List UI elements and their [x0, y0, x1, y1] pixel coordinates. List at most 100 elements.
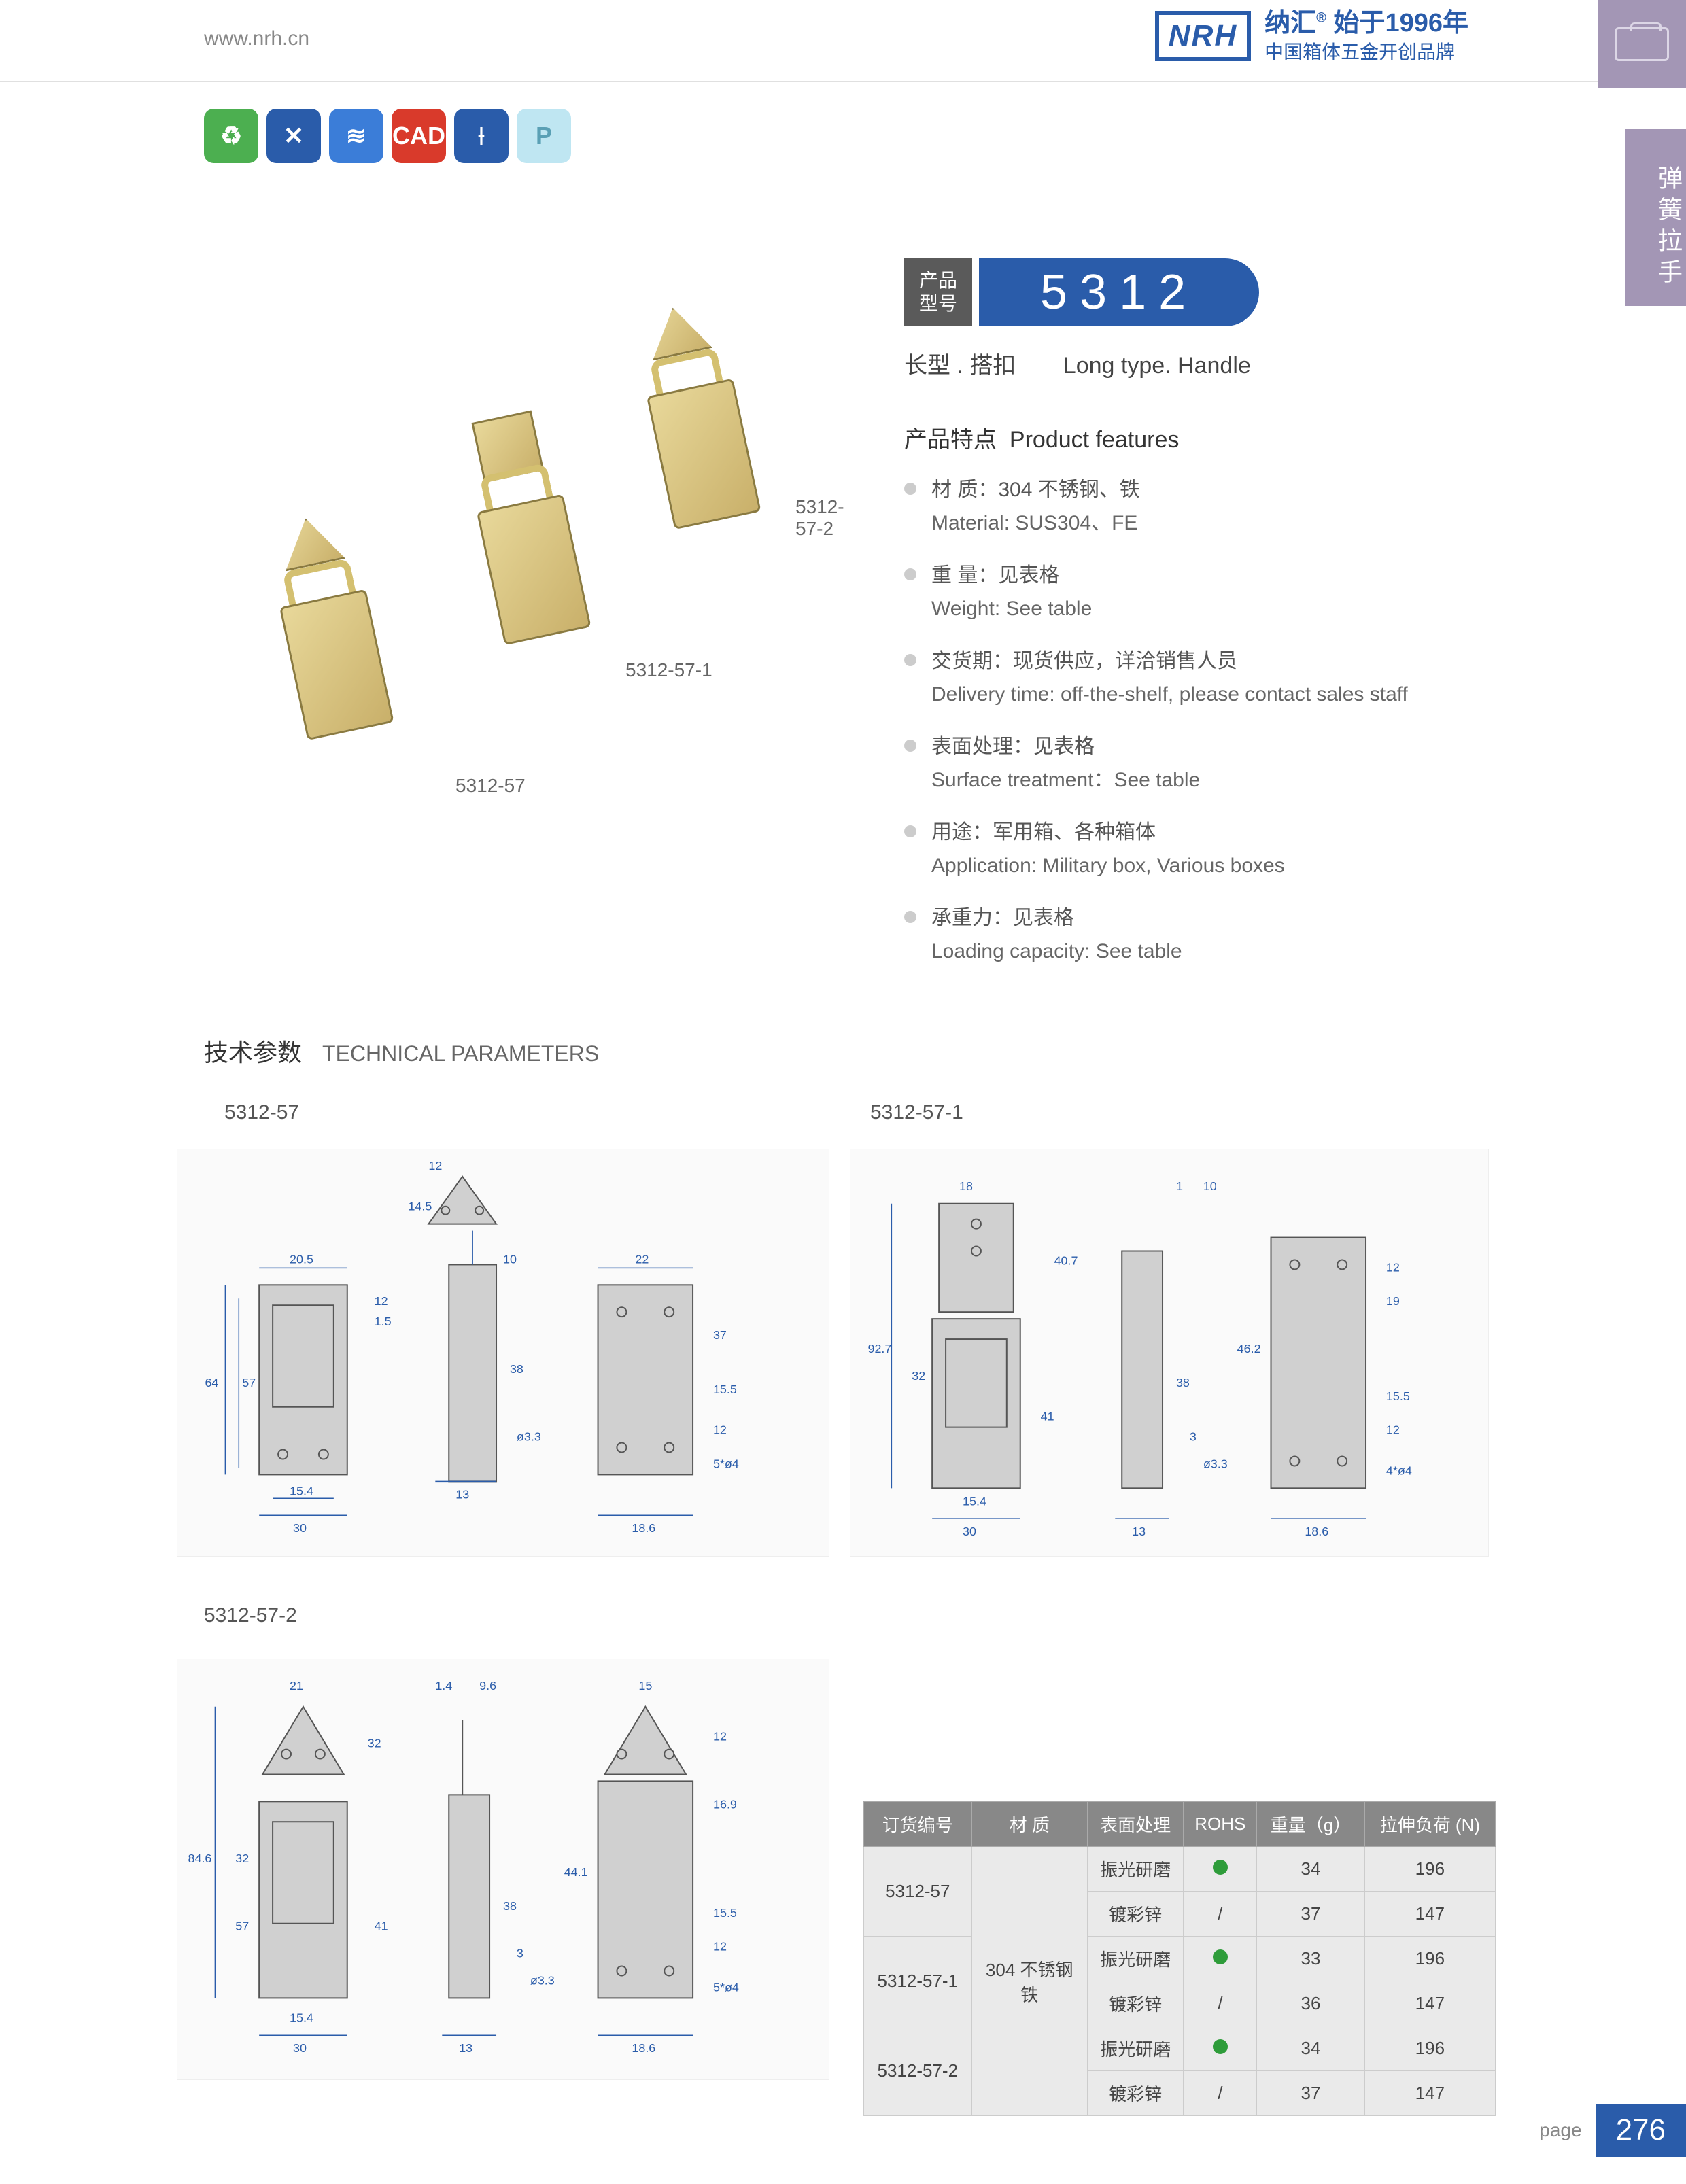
svg-text:38: 38 — [503, 1899, 517, 1913]
svg-text:10: 10 — [1203, 1179, 1217, 1193]
page-footer: page 276 — [1539, 2104, 1686, 2157]
cad-icon: CAD — [392, 109, 446, 163]
cell-weight: 34 — [1257, 1847, 1364, 1892]
svg-text:14.5: 14.5 — [408, 1200, 432, 1213]
svg-text:41: 41 — [375, 1920, 388, 1933]
feature-en: Application: Military box, Various boxes — [931, 850, 1516, 881]
svg-text:30: 30 — [293, 2041, 307, 2055]
svg-text:12: 12 — [1386, 1260, 1400, 1274]
cell-weight: 34 — [1257, 2026, 1364, 2071]
svg-text:19: 19 — [1386, 1294, 1400, 1308]
drawing-1: 64 57 30 15.4 20.5 1214.5 13 38 22 3715.… — [177, 1149, 829, 1557]
svg-text:15.5: 15.5 — [713, 1906, 737, 1920]
product-photo-area: 5312-57-2 5312-57-1 5312-57 — [204, 258, 850, 816]
svg-text:3: 3 — [1190, 1430, 1197, 1444]
leaf-icon: ♻ — [204, 109, 258, 163]
table-header: 订货编号 — [864, 1802, 972, 1847]
cell-rohs: / — [1184, 1892, 1257, 1937]
svg-text:13: 13 — [459, 2041, 472, 2055]
feature-item: 重 量：见表格Weight: See table — [904, 560, 1516, 624]
cell-weight: 37 — [1257, 2071, 1364, 2116]
svg-text:15.4: 15.4 — [963, 1494, 986, 1508]
page-header: www.nrh.cn NRH 纳汇® 始于1996年 中国箱体五金开创品牌 — [0, 0, 1686, 82]
cell-rohs — [1184, 2026, 1257, 2071]
table-header: 表面处理 — [1087, 1802, 1184, 1847]
cell-surface: 振光研磨 — [1087, 1937, 1184, 1981]
features-heading-cn: 产品特点 — [904, 427, 997, 453]
svg-text:ø3.3: ø3.3 — [1203, 1457, 1228, 1470]
cell-load: 196 — [1364, 2026, 1495, 2071]
drawing-label-1: 5312-57 — [224, 1101, 299, 1124]
svg-text:46.2: 46.2 — [1237, 1342, 1261, 1355]
tools-icon: ✕ — [266, 109, 321, 163]
svg-text:57: 57 — [235, 1920, 249, 1933]
svg-text:57: 57 — [242, 1376, 256, 1389]
feature-item: 承重力：见表格Loading capacity: See table — [904, 903, 1516, 967]
feature-en: Delivery time: off-the-shelf, please con… — [931, 679, 1516, 710]
model-label-1: 产品 — [919, 269, 957, 292]
cell-code: 5312-57 — [864, 1847, 972, 1937]
cell-weight: 36 — [1257, 1981, 1364, 2026]
table-header: 重量（g） — [1257, 1802, 1364, 1847]
cell-surface: 镀彩锌 — [1087, 1981, 1184, 2026]
svg-text:15.4: 15.4 — [290, 2011, 313, 2024]
cell-code: 5312-57-2 — [864, 2026, 972, 2116]
svg-text:5*ø4: 5*ø4 — [713, 1457, 739, 1470]
features-heading: 产品特点 Product features — [904, 421, 1516, 454]
model-label-2: 型号 — [919, 292, 957, 315]
svg-text:1.5: 1.5 — [375, 1315, 392, 1328]
cell-load: 196 — [1364, 1847, 1495, 1892]
svg-text:22: 22 — [635, 1252, 649, 1266]
tech-heading-cn: 技术参数 — [204, 1039, 302, 1067]
feature-item: 材 质：304 不锈钢、铁Material: SUS304、FE — [904, 474, 1516, 538]
drawing-label-3: 5312-57-2 — [204, 1604, 297, 1627]
logo: NRH — [1155, 11, 1251, 61]
svg-text:ø3.3: ø3.3 — [517, 1430, 541, 1444]
feature-cn: 表面处理：见表格 — [931, 735, 1095, 758]
side-thumbnail — [1598, 0, 1686, 88]
svg-text:32: 32 — [368, 1737, 381, 1750]
cell-load: 196 — [1364, 1937, 1495, 1981]
feature-item: 表面处理：见表格Surface treatment：See table — [904, 731, 1516, 795]
table-body: 5312-57304 不锈钢 铁振光研磨34196镀彩锌/371475312-5… — [864, 1847, 1496, 2116]
cell-weight: 37 — [1257, 1892, 1364, 1937]
model-label: 产品 型号 — [904, 258, 972, 326]
table-row: 5312-57-2振光研磨34196 — [864, 2026, 1496, 2071]
cell-surface: 镀彩锌 — [1087, 2071, 1184, 2116]
cell-material: 304 不锈钢 铁 — [971, 1847, 1087, 2116]
svg-text:38: 38 — [510, 1362, 523, 1376]
feature-item: 用途：军用箱、各种箱体Application: Military box, Va… — [904, 817, 1516, 881]
svg-text:10: 10 — [503, 1252, 517, 1266]
features-heading-en: Product features — [1010, 427, 1179, 453]
tech-parameters-heading: 技术参数 TECHNICAL PARAMETERS — [204, 1033, 599, 1069]
svg-text:12: 12 — [1386, 1423, 1400, 1437]
svg-text:3: 3 — [517, 1947, 523, 1960]
tech-heading-en: TECHNICAL PARAMETERS — [322, 1041, 599, 1066]
cell-surface: 镀彩锌 — [1087, 1892, 1184, 1937]
drawing-3: 211.49.615 84.6 323257 41383 1216.9 44.1… — [177, 1659, 829, 2080]
product-subtitle: 长型 . 搭扣 Long type. Handle — [904, 347, 1516, 380]
svg-text:15: 15 — [638, 1679, 652, 1693]
brand-name: 纳汇 — [1264, 9, 1316, 37]
cell-rohs — [1184, 1847, 1257, 1892]
photo-label-a: 5312-57-2 — [795, 496, 850, 540]
brand-cn: 纳汇® 始于1996年 — [1264, 7, 1468, 40]
svg-text:30: 30 — [963, 1525, 976, 1538]
brand-text: 纳汇® 始于1996年 中国箱体五金开创品牌 — [1264, 7, 1468, 65]
svg-text:1.4: 1.4 — [435, 1679, 452, 1693]
svg-text:32: 32 — [235, 1852, 249, 1865]
svg-text:15.5: 15.5 — [1386, 1389, 1410, 1403]
cell-surface: 振光研磨 — [1087, 1847, 1184, 1892]
cell-rohs: / — [1184, 1981, 1257, 2026]
svg-text:12: 12 — [713, 1423, 727, 1437]
subtitle-cn: 长型 . 搭扣 — [904, 353, 1016, 379]
svg-text:ø3.3: ø3.3 — [530, 1973, 555, 1987]
svg-text:18.6: 18.6 — [632, 1521, 655, 1535]
page-number: 276 — [1596, 2104, 1686, 2157]
svg-text:15.5: 15.5 — [713, 1383, 737, 1396]
side-category-tab: 弹簧拉手 — [1625, 129, 1686, 306]
subtitle-en: Long type. Handle — [1063, 353, 1251, 379]
p-icon: P — [517, 109, 571, 163]
svg-text:12: 12 — [428, 1159, 442, 1173]
feature-cn: 材 质：304 不锈钢、铁 — [931, 479, 1140, 501]
